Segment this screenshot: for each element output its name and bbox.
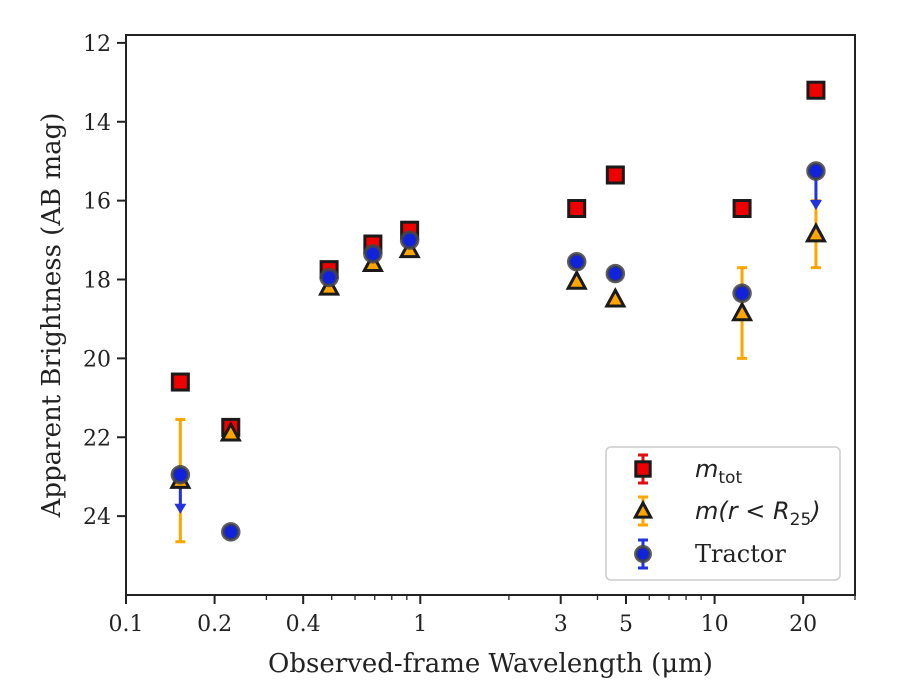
y-tick-label: 18 [83,269,111,294]
y-tick-label: 12 [83,32,111,57]
circle-marker [399,230,420,250]
triangle-marker [731,300,754,322]
upper-limit-arrow [809,200,822,211]
x-tick-label: 0.2 [197,612,232,637]
legend-label: mtot [695,455,742,488]
circle-marker [566,252,587,272]
circle-marker [732,283,752,304]
square-marker [806,80,826,100]
y-tick-label: 20 [83,347,111,372]
x-tick-label: 0.1 [109,612,144,637]
y-axis-ticks: 12 14 16 18 20 22 24 [83,32,126,530]
circle-marker [319,267,339,288]
circle-marker [806,161,826,181]
square-marker [567,199,587,219]
triangle-marker [804,222,828,243]
x-tick-label: 5 [619,612,633,637]
triangle-marker [604,287,627,308]
y-tick-label: 14 [83,111,111,136]
circle-marker-body [732,283,752,304]
legend-box [605,446,841,581]
circle-marker-body [399,230,420,250]
square-marker [634,460,652,478]
circle-marker-body [634,545,652,563]
legend-label: m(r < R25) [695,497,821,530]
x-tick-label: 1 [413,612,427,637]
markers [169,80,828,542]
x-tick-label: 3 [554,612,568,637]
circle-marker-body [806,161,826,181]
legend-label: Tractor [695,540,786,568]
circle-marker-body [319,267,339,288]
upper-limit-arrow [174,503,187,514]
circle-marker [634,545,652,563]
y-tick-label: 24 [83,505,111,530]
triangle-marker [565,269,588,290]
x-tick-label: 0.4 [286,612,321,637]
circle-marker [221,522,241,542]
circle-marker-body [605,263,626,284]
y-tick-label: 22 [83,426,111,451]
circle-marker-body [221,522,241,542]
square-marker [605,165,625,185]
circle-marker [605,263,626,284]
square-marker [732,199,752,219]
x-tick-label: 20 [789,612,817,637]
y-tick-label: 16 [83,190,111,215]
x-axis-ticks: 0.1 0.2 0.4 1 3 5 10 20 [109,595,856,637]
y-axis-label: Apparent Brightness (AB mag) [37,113,67,519]
triangle-marker [219,421,242,442]
x-tick-label: 10 [701,612,729,637]
circle-marker-body [363,244,383,264]
plot-frame [125,34,856,596]
circle-marker [170,464,191,485]
legend: mtot m(r < R25) Tractor [605,446,841,581]
x-axis-label: Observed-frame Wavelength (μm) [268,649,713,679]
square-marker [170,372,190,392]
circle-marker-body [170,464,191,485]
circle-marker [363,244,383,264]
triangle-marker [632,499,654,519]
circle-marker-body [566,252,587,272]
